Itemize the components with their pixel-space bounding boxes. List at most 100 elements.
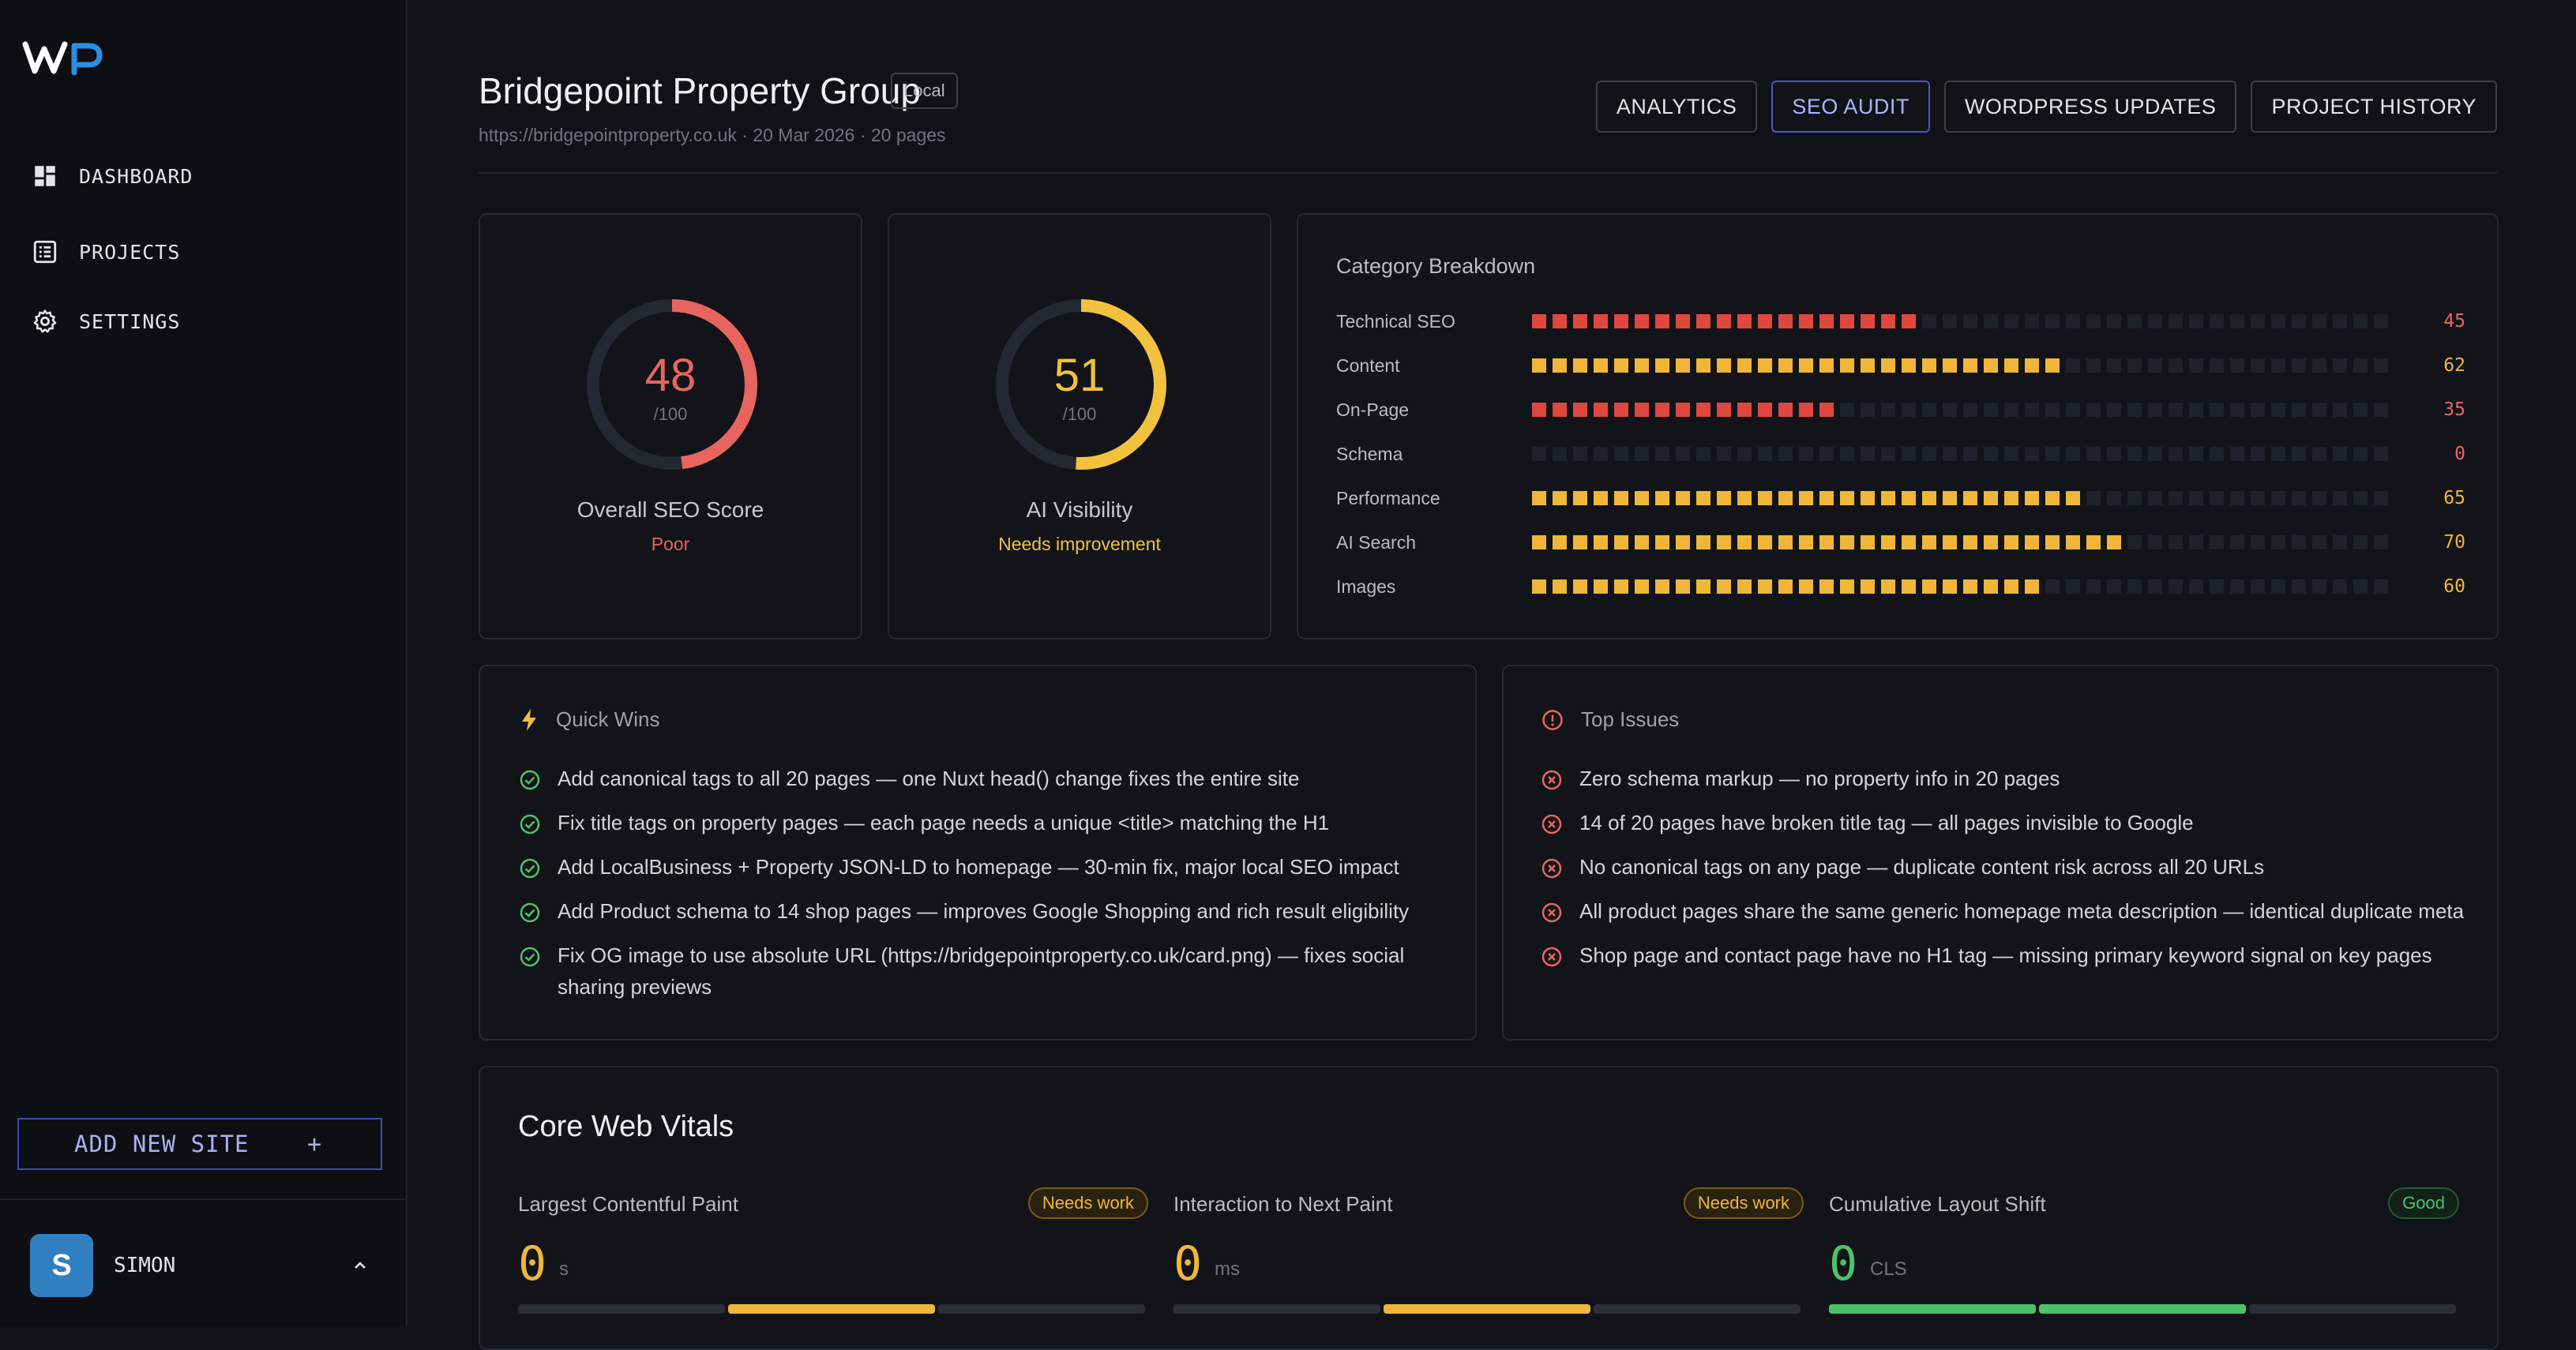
tab-project-history[interactable]: PROJECT HISTORY <box>2251 81 2497 133</box>
bar-segment <box>1635 447 1649 461</box>
page-subtitle: https://bridgepointproperty.co.uk · 20 M… <box>479 125 946 145</box>
bar-segment <box>1737 535 1752 549</box>
threshold-segment <box>728 1304 935 1314</box>
bar-segment <box>2292 535 2306 549</box>
nav-label: SETTINGS <box>79 309 181 333</box>
bar-segment <box>2251 535 2265 549</box>
bar-segment <box>1963 358 1977 373</box>
bar-segment <box>2333 314 2347 328</box>
tab-bar: ANALYTICS SEO AUDIT WORDPRESS UPDATES PR… <box>1595 81 2497 133</box>
top-issue-item: No canonical tags on any page — duplicat… <box>1541 851 2473 883</box>
bar-segment <box>2045 579 2060 594</box>
bar-segment <box>1861 535 1875 549</box>
bar-segment <box>1594 535 1608 549</box>
bar-segment <box>1778 403 1793 417</box>
bar-segment <box>1594 491 1608 505</box>
bar-segment <box>2312 403 2326 417</box>
category-breakdown-card <box>1297 213 2499 639</box>
bar-segment <box>1758 491 1772 505</box>
bar-segment <box>2292 358 2306 373</box>
bar-segment <box>2127 403 2142 417</box>
bar-segment <box>2148 403 2162 417</box>
bar-segment <box>2230 447 2244 461</box>
tab-seo-audit[interactable]: SEO AUDIT <box>1771 81 1930 133</box>
bar-segment <box>2025 535 2039 549</box>
bar-segment <box>2189 579 2203 594</box>
bar-segment <box>2271 491 2285 505</box>
bar-segment <box>2107 447 2121 461</box>
bar-segment <box>2025 358 2039 373</box>
bar-segment <box>1819 403 1834 417</box>
bar-segment <box>1614 535 1628 549</box>
bar-segment <box>1676 358 1690 373</box>
bar-segment <box>2333 579 2347 594</box>
check-circle-icon <box>520 770 540 790</box>
list-icon <box>33 240 57 264</box>
bar-segment <box>1943 314 1957 328</box>
metric-name: Largest Contentful Paint <box>518 1192 738 1216</box>
category-name: Schema <box>1336 444 1403 464</box>
bar-segment <box>2045 358 2060 373</box>
nav-label: PROJECTS <box>79 240 181 264</box>
seo-score-card: 48 /100 Overall SEO Score Poor <box>479 213 862 639</box>
bar-segment <box>2127 358 2142 373</box>
bar-segment <box>2210 403 2224 417</box>
add-new-site-button[interactable]: ADD NEW SITE + <box>17 1118 382 1170</box>
bar-segment <box>2312 491 2326 505</box>
bar-segment <box>2292 314 2306 328</box>
bar-segment <box>2086 535 2101 549</box>
category-score: 35 <box>2443 399 2465 420</box>
bar-segment <box>1737 491 1752 505</box>
category-score: 60 <box>2443 576 2465 597</box>
nav-projects[interactable]: PROJECTS <box>32 238 180 265</box>
bar-segment <box>1902 579 1916 594</box>
bar-segment <box>1737 579 1752 594</box>
metric-unit: CLS <box>1870 1258 1907 1280</box>
tab-analytics[interactable]: ANALYTICS <box>1595 81 1758 133</box>
bar-segment <box>2271 358 2285 373</box>
bar-segment <box>2353 447 2368 461</box>
bar-segment <box>2004 358 2018 373</box>
bar-segment <box>1840 314 1854 328</box>
bar-segment <box>2107 358 2121 373</box>
add-site-label: ADD NEW SITE <box>74 1131 250 1157</box>
bar-segment <box>2374 535 2388 549</box>
bar-segment <box>2210 358 2224 373</box>
bar-segment <box>1655 447 1669 461</box>
bar-segment <box>1696 358 1710 373</box>
top-issues-header: Top Issues <box>1541 707 1679 732</box>
nav-settings[interactable]: SETTINGS <box>32 308 180 335</box>
bar-segment <box>1778 358 1793 373</box>
bar-segment <box>1635 314 1649 328</box>
bar-segment <box>1840 447 1854 461</box>
bar-segment <box>1594 358 1608 373</box>
category-score-bar <box>1532 579 2393 594</box>
bar-segment <box>2374 403 2388 417</box>
category-score: 0 <box>2454 444 2465 464</box>
bar-segment <box>2045 403 2060 417</box>
bar-segment <box>2169 491 2183 505</box>
user-menu[interactable]: S SIMON <box>30 1205 377 1326</box>
bar-segment <box>1737 403 1752 417</box>
bar-segment <box>1819 314 1834 328</box>
threshold-segment <box>938 1304 1145 1314</box>
tab-wordpress-updates[interactable]: WORDPRESS UPDATES <box>1943 81 2237 133</box>
bar-segment <box>1861 403 1875 417</box>
x-circle-icon <box>1541 858 1562 879</box>
bar-segment <box>1696 579 1710 594</box>
category-breakdown-title: Category Breakdown <box>1336 254 1536 278</box>
threshold-segment <box>2039 1304 2246 1314</box>
bar-segment <box>2066 535 2080 549</box>
bar-segment <box>2271 403 2285 417</box>
bar-segment <box>2107 403 2121 417</box>
wp-logo[interactable] <box>22 39 104 80</box>
ai-visibility-ring <box>996 299 1166 470</box>
bar-segment <box>1696 403 1710 417</box>
category-row: On-Page 35 <box>1336 398 2465 422</box>
bar-segment <box>2189 403 2203 417</box>
chevron-up-icon[interactable] <box>351 1256 370 1275</box>
nav-dashboard[interactable]: DASHBOARD <box>32 163 193 189</box>
lightning-icon <box>522 708 536 731</box>
bar-segment <box>2312 358 2326 373</box>
bar-segment <box>1943 358 1957 373</box>
